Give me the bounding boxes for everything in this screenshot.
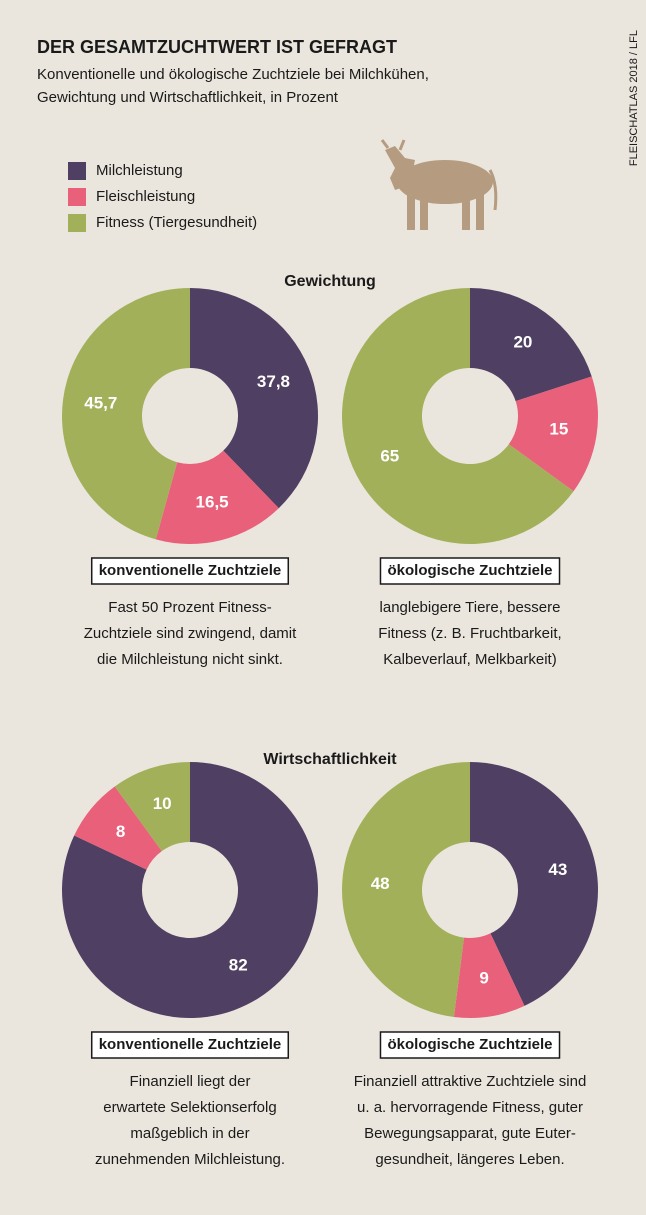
donut-slice — [62, 762, 319, 1018]
chart-note: langlebigere Tiere, bessere — [380, 599, 561, 616]
chart-label-box — [90, 1031, 290, 1059]
chart-note: Finanziell liegt der — [130, 1073, 251, 1090]
chart-note: gesundheit, längeres Leben. — [375, 1151, 564, 1168]
chart-label: ökologische Zuchtziele — [387, 562, 552, 579]
donut-slice — [453, 933, 525, 1018]
title: DER GESAMTZUCHTWERT IST GEFRAGT — [37, 37, 397, 57]
value-label: 65 — [380, 446, 399, 465]
chart-label: ökologische Zuchtziele — [387, 1036, 552, 1053]
chart-note: Bewegungsapparat, gute Euter- — [364, 1125, 576, 1142]
value-label: 10 — [153, 794, 172, 813]
value-label: 37,8 — [257, 372, 290, 391]
donut-slice — [62, 288, 190, 540]
value-label: 82 — [229, 955, 248, 974]
chart-label-box — [379, 557, 561, 585]
donut-slice — [74, 786, 162, 870]
source: FLEISCHATLAS 2018 / LFL — [628, 30, 640, 166]
donut-slice — [508, 376, 598, 492]
value-label: 20 — [513, 333, 532, 352]
section-heading: Wirtschaftlichkeit — [263, 751, 397, 768]
legend-swatch — [68, 188, 86, 206]
donut-slice — [470, 762, 598, 1006]
legend-label: Fleischleistung — [96, 188, 195, 205]
chart-note: Fitness (z. B. Fruchtbarkeit, — [378, 625, 561, 642]
chart-note: die Milchleistung nicht sinkt. — [97, 651, 283, 668]
chart-note: zunehmenden Milchleistung. — [95, 1151, 285, 1168]
value-label: 9 — [479, 968, 488, 987]
cow-icon — [380, 139, 498, 230]
donut-slice — [342, 762, 470, 1017]
value-label: 45,7 — [84, 393, 117, 412]
chart-label: konventionelle Zuchtziele — [99, 1036, 282, 1053]
value-label: 48 — [371, 874, 390, 893]
chart-note: Fast 50 Prozent Fitness- — [108, 599, 271, 616]
legend-swatch — [68, 214, 86, 232]
chart-note: Kalbeverlauf, Melkbarkeit) — [383, 651, 556, 668]
subtitle: Konventionelle und ökologische Zuchtziel… — [37, 66, 429, 83]
section-heading: Gewichtung — [284, 273, 376, 290]
subtitle: Gewichtung und Wirtschaftlichkeit, in Pr… — [37, 89, 339, 106]
donut-slice — [190, 288, 319, 509]
value-label: 15 — [549, 420, 568, 439]
chart-label: konventionelle Zuchtziele — [99, 562, 282, 579]
value-label: 8 — [116, 822, 125, 841]
chart-note: maßgeblich in der — [130, 1125, 249, 1142]
legend-label: Fitness (Tiergesundheit) — [96, 214, 257, 231]
donut-slice — [342, 288, 574, 545]
chart-note: Finanziell attraktive Zuchtziele sind — [354, 1073, 587, 1090]
chart-note: erwartete Selektionserfolg — [103, 1099, 276, 1116]
value-label: 43 — [548, 860, 567, 879]
donut-slice — [114, 762, 190, 852]
legend-label: Milchleistung — [96, 162, 183, 179]
value-label: 16,5 — [196, 493, 229, 512]
chart-label-box — [90, 557, 290, 585]
donut-slice — [155, 450, 279, 544]
chart-note: u. a. hervorragende Fitness, guter — [357, 1099, 583, 1116]
chart-note: Zuchtziele sind zwingend, damit — [84, 625, 297, 642]
chart-label-box — [379, 1031, 561, 1059]
legend-swatch — [68, 162, 86, 180]
donut-slice — [470, 288, 592, 402]
